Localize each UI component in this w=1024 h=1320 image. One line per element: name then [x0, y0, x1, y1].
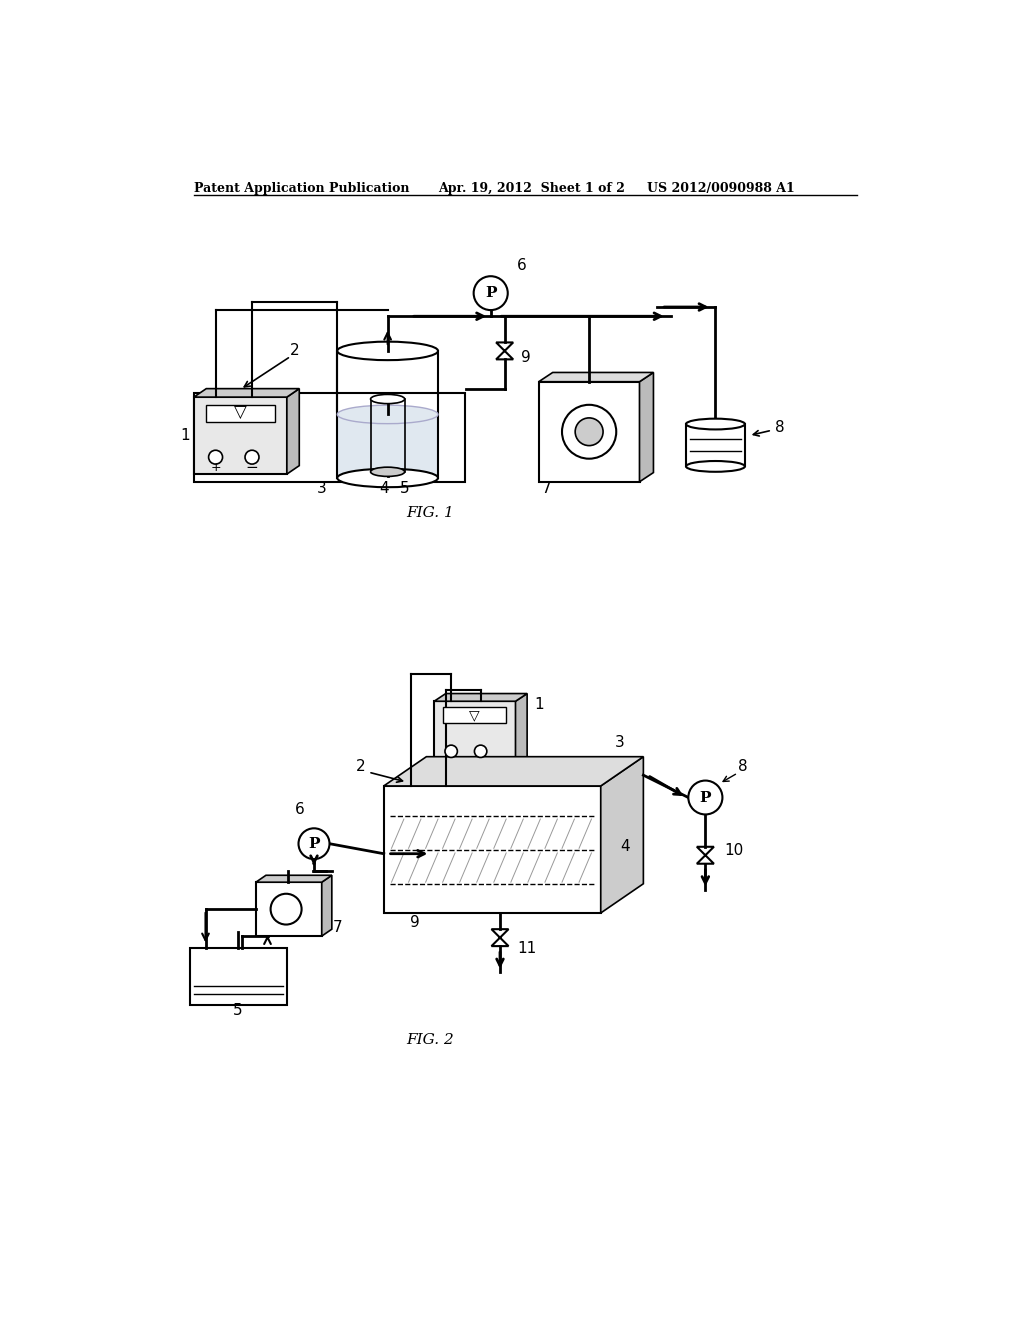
Ellipse shape — [686, 418, 744, 429]
Bar — [539, 381, 640, 482]
Bar — [190, 948, 287, 1006]
Bar — [443, 708, 506, 723]
Bar — [384, 785, 601, 913]
Text: −: − — [246, 461, 258, 475]
Text: 8: 8 — [775, 420, 784, 434]
Circle shape — [445, 744, 458, 758]
Polygon shape — [492, 929, 509, 946]
Text: 9: 9 — [521, 350, 531, 366]
Text: ▽: ▽ — [234, 404, 247, 422]
Circle shape — [474, 276, 508, 310]
Text: P: P — [308, 837, 319, 850]
Text: P: P — [485, 286, 497, 300]
Text: 3: 3 — [615, 735, 625, 751]
Bar — [194, 393, 465, 482]
Polygon shape — [539, 372, 653, 381]
Polygon shape — [697, 847, 714, 863]
Text: 5: 5 — [233, 1003, 243, 1018]
Ellipse shape — [337, 405, 438, 424]
Text: 10: 10 — [725, 843, 744, 858]
Text: 9: 9 — [410, 915, 420, 929]
Ellipse shape — [337, 469, 438, 487]
Text: FIG. 2: FIG. 2 — [407, 1034, 454, 1047]
Text: 1: 1 — [180, 428, 190, 444]
Text: 8: 8 — [737, 759, 748, 774]
Bar — [194, 397, 287, 474]
Bar — [206, 405, 275, 422]
Ellipse shape — [371, 395, 404, 404]
Text: 6: 6 — [517, 257, 526, 273]
Ellipse shape — [371, 467, 404, 477]
Text: 5: 5 — [399, 482, 410, 496]
Bar — [256, 882, 322, 936]
Circle shape — [299, 829, 330, 859]
Circle shape — [209, 450, 222, 465]
Text: Patent Application Publication: Patent Application Publication — [194, 182, 410, 194]
Text: 4: 4 — [621, 840, 631, 854]
Circle shape — [474, 744, 486, 758]
Text: 11: 11 — [517, 941, 537, 956]
Polygon shape — [256, 875, 332, 882]
Polygon shape — [322, 875, 332, 936]
Polygon shape — [496, 342, 513, 359]
Text: 2: 2 — [355, 759, 366, 774]
Text: US 2012/0090988 A1: US 2012/0090988 A1 — [647, 182, 795, 194]
Text: 2: 2 — [290, 343, 299, 359]
Polygon shape — [384, 756, 643, 785]
Text: 1: 1 — [534, 697, 544, 711]
Circle shape — [575, 418, 603, 446]
Bar — [434, 701, 515, 767]
Polygon shape — [434, 693, 527, 701]
Text: 7: 7 — [542, 482, 551, 496]
Polygon shape — [601, 756, 643, 913]
Text: P: P — [699, 791, 711, 804]
Text: Apr. 19, 2012  Sheet 1 of 2: Apr. 19, 2012 Sheet 1 of 2 — [438, 182, 625, 194]
Polygon shape — [194, 388, 299, 397]
Bar — [338, 414, 437, 478]
Circle shape — [688, 780, 722, 814]
Ellipse shape — [686, 461, 744, 471]
Text: 7: 7 — [333, 920, 342, 936]
Circle shape — [562, 405, 616, 459]
Text: 3: 3 — [316, 482, 327, 496]
Text: ▽: ▽ — [469, 708, 479, 722]
Text: FIG. 1: FIG. 1 — [407, 506, 454, 520]
Polygon shape — [515, 693, 527, 767]
Polygon shape — [640, 372, 653, 482]
Text: 4: 4 — [379, 482, 388, 496]
Ellipse shape — [337, 342, 438, 360]
Text: +: + — [210, 462, 221, 474]
Text: 6: 6 — [295, 803, 305, 817]
Circle shape — [245, 450, 259, 465]
Circle shape — [270, 894, 302, 924]
Polygon shape — [287, 388, 299, 474]
